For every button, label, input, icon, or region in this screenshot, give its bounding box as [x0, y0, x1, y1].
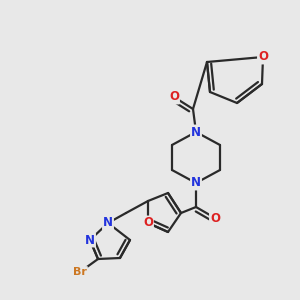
Text: N: N — [191, 125, 201, 139]
Text: N: N — [85, 233, 95, 247]
Text: O: O — [210, 212, 220, 224]
Text: O: O — [258, 50, 268, 64]
Text: N: N — [103, 217, 113, 230]
Text: Br: Br — [73, 267, 87, 277]
Text: N: N — [191, 176, 201, 190]
Text: O: O — [143, 217, 153, 230]
Text: O: O — [169, 91, 179, 103]
